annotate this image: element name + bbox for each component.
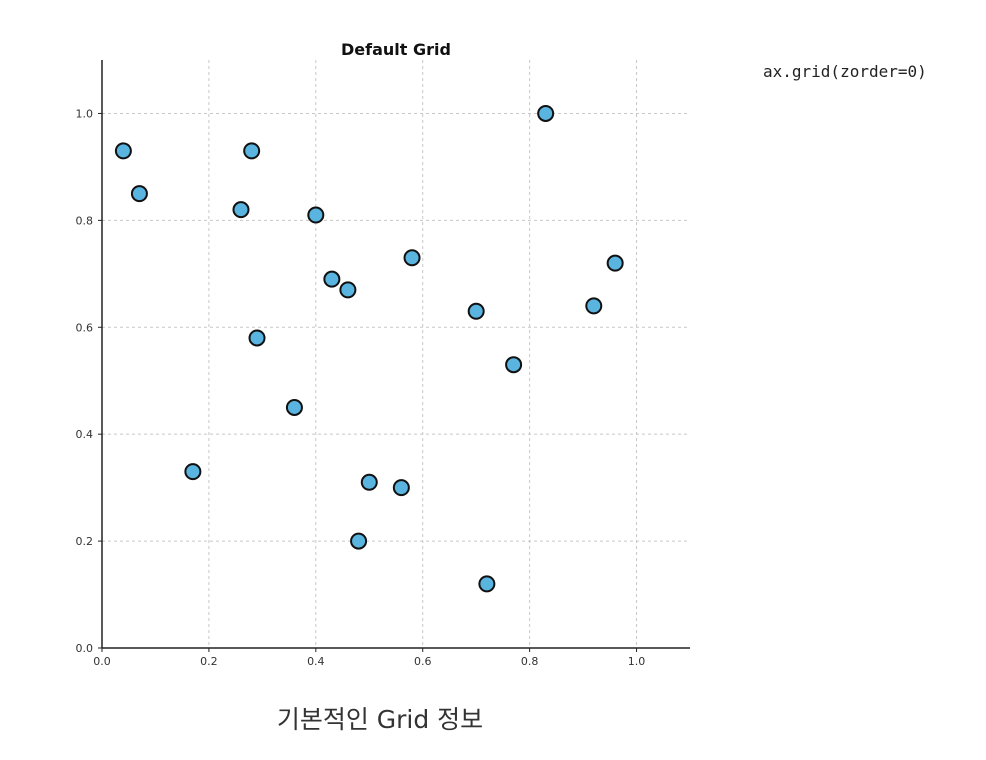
y-tick-label-1: 0.2 (76, 535, 94, 548)
data-point-13 (248, 329, 266, 347)
y-tick-label-2: 0.4 (76, 428, 94, 441)
y-tick-label-5: 1.0 (76, 107, 94, 120)
code-annotation: ax.grid(zorder=0) (763, 62, 927, 81)
data-point-3 (232, 201, 250, 219)
y-tick-label-0: 0.0 (76, 642, 94, 655)
chart-title: Default Grid (341, 40, 451, 59)
data-point-11 (467, 302, 485, 320)
axes (98, 60, 690, 652)
x-tick-label-3: 0.6 (414, 655, 432, 668)
data-point-19 (478, 575, 496, 593)
data-point-0 (114, 142, 132, 160)
data-point-10 (585, 297, 603, 315)
x-tick-label-4: 0.8 (521, 655, 539, 668)
tick-labels: 0.0 0.2 0.4 0.6 0.8 1.0 0.0 0.2 0.4 0.6 0.8 1.0 (76, 107, 646, 668)
data-point-2 (243, 142, 261, 160)
data-point-9 (606, 254, 624, 272)
data-point-8 (537, 104, 555, 122)
data-point-1 (130, 185, 148, 203)
data-point-12 (505, 356, 523, 374)
grid-lines (102, 60, 690, 648)
data-point-14 (285, 398, 303, 416)
y-tick-label-4: 0.8 (76, 214, 94, 227)
y-tick-label-3: 0.6 (76, 321, 94, 334)
x-tick-label-0: 0.0 (93, 655, 111, 668)
data-point-6 (339, 281, 357, 299)
caption: 기본적인 Grid 정보 (276, 705, 484, 734)
data-point-15 (184, 463, 202, 481)
x-tick-label-2: 0.4 (307, 655, 325, 668)
data-point-4 (307, 206, 325, 224)
data-points (114, 104, 624, 593)
x-tick-label-1: 0.2 (200, 655, 218, 668)
data-point-5 (323, 270, 341, 288)
data-point-17 (392, 479, 410, 497)
x-tick-label-5: 1.0 (628, 655, 646, 668)
data-point-18 (350, 532, 368, 550)
data-point-16 (360, 473, 378, 491)
data-point-7 (403, 249, 421, 267)
